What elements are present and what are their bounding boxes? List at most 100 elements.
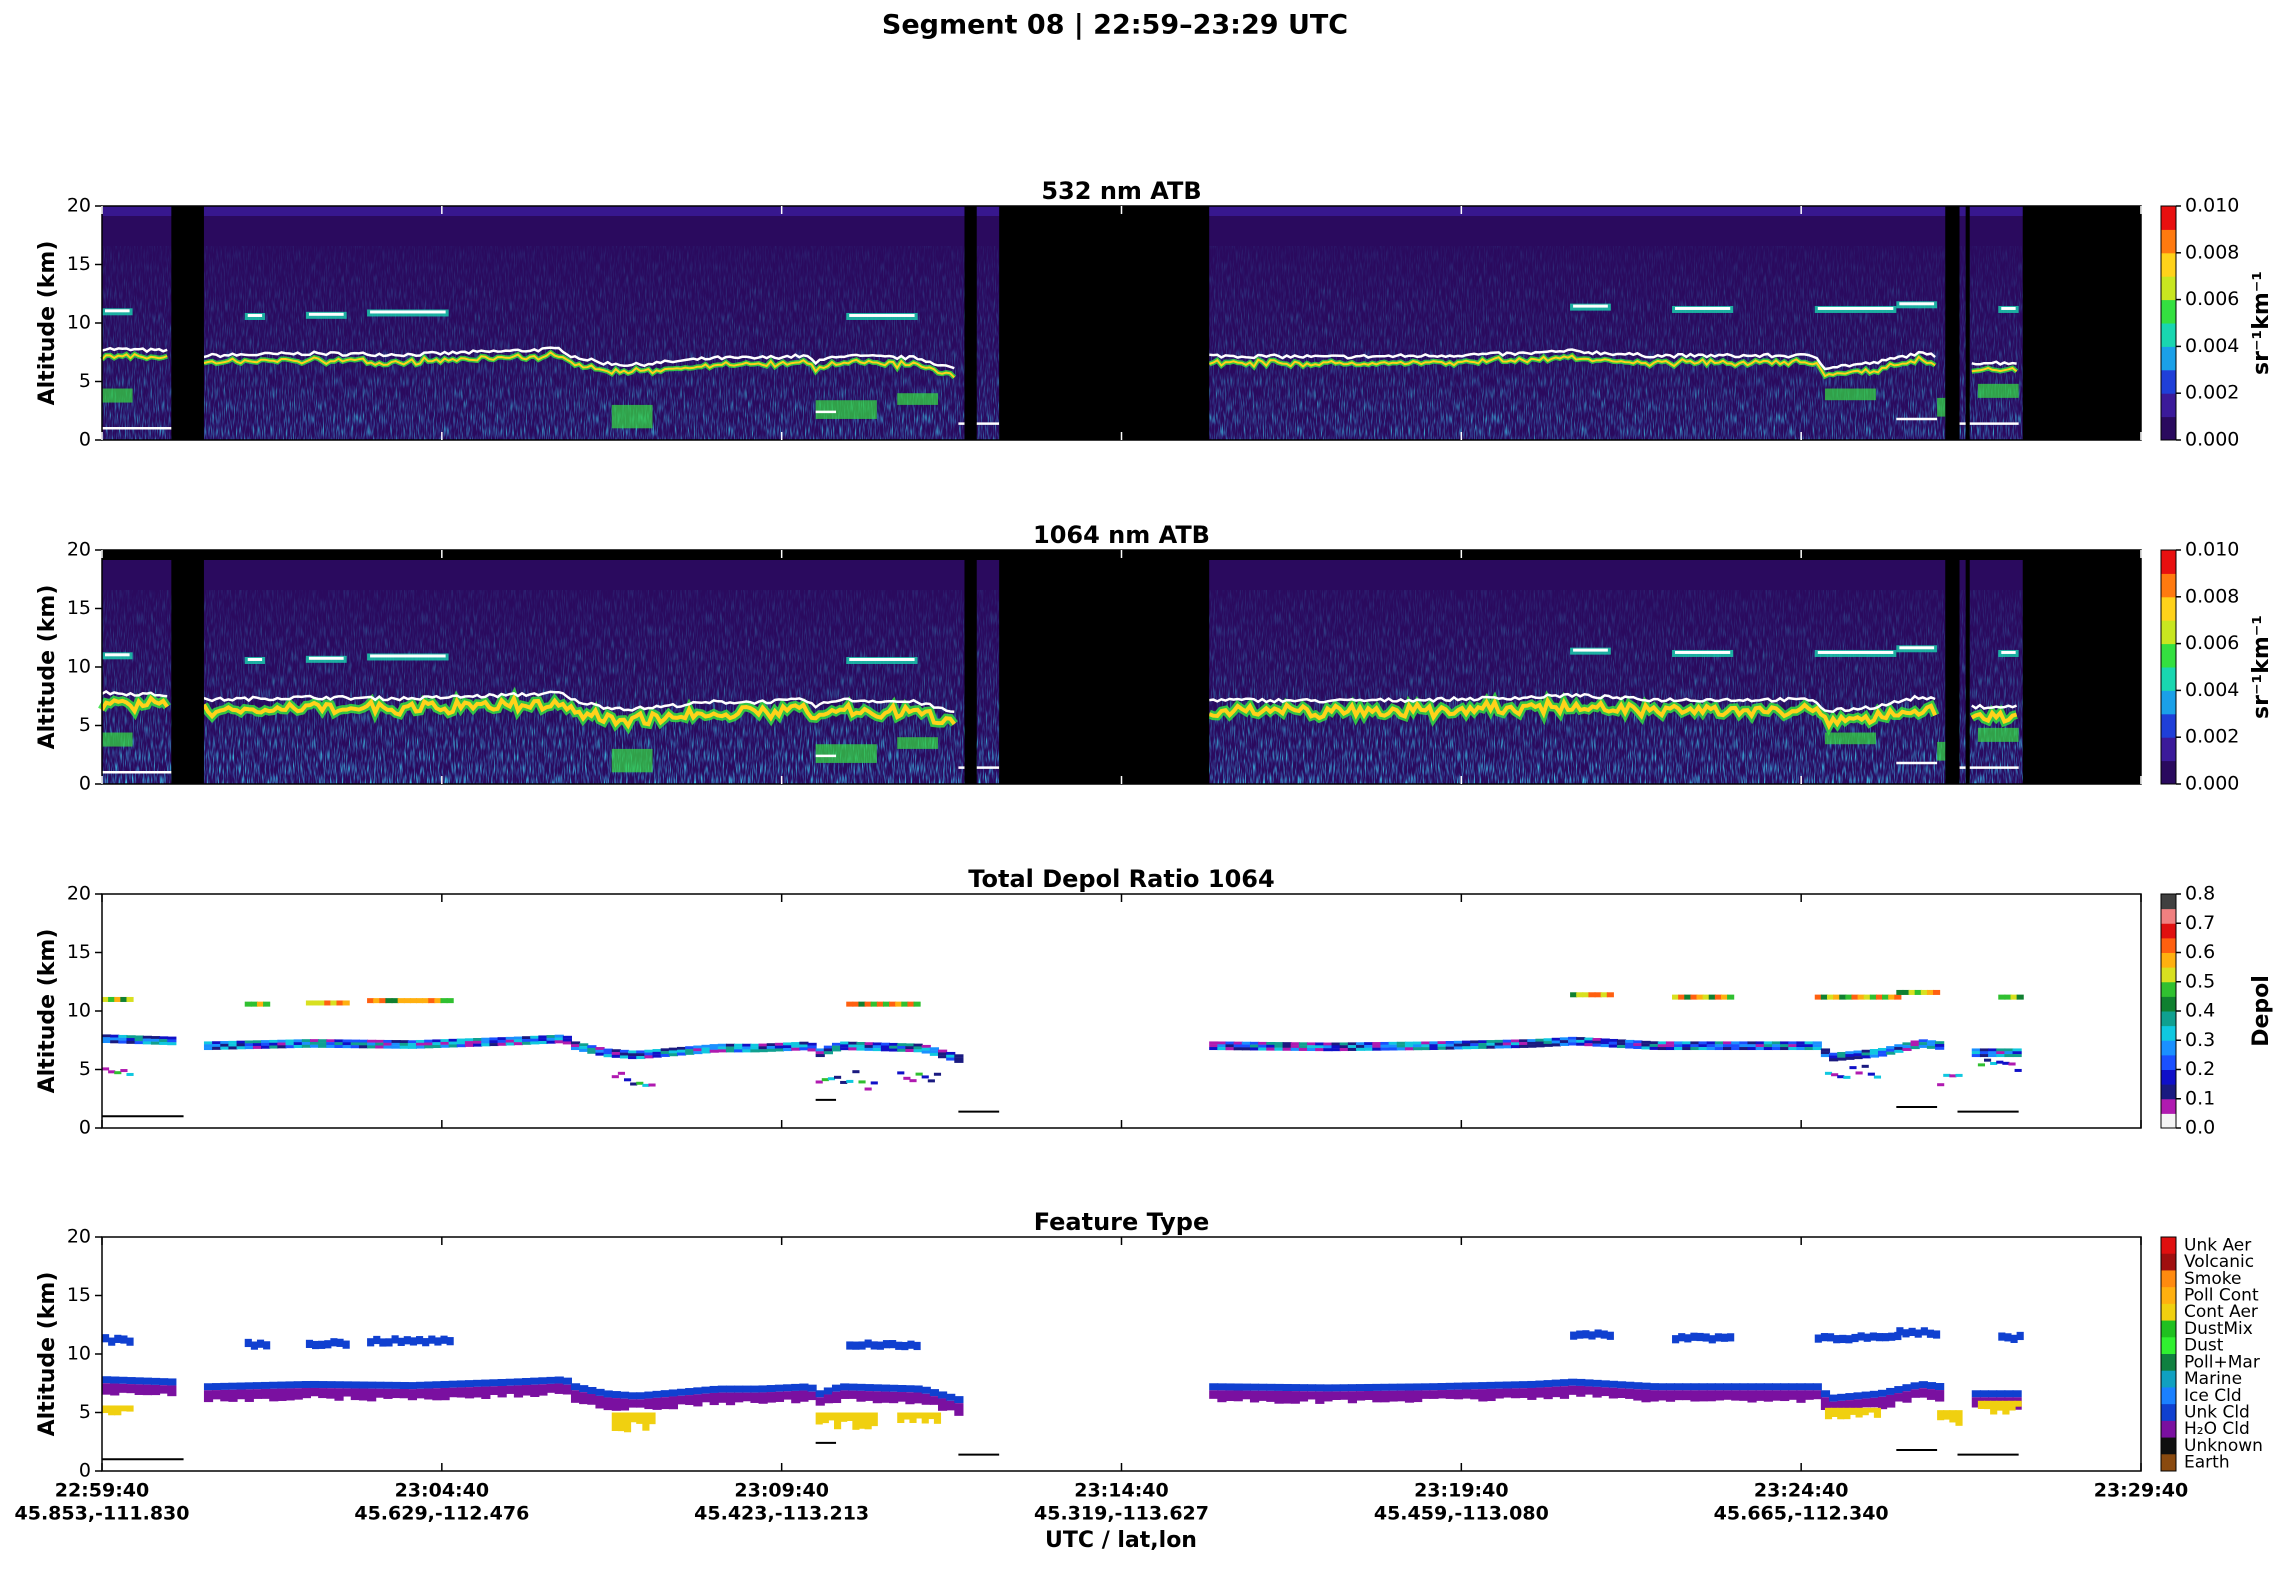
- feature-cell: [1869, 1397, 1879, 1408]
- feature-cell: [142, 1384, 152, 1396]
- feature-cell: [1347, 1384, 1358, 1392]
- depol-cell: [305, 1000, 314, 1006]
- depol-cell: [2004, 994, 2012, 1000]
- feature-cell: [114, 1334, 122, 1343]
- feature-cell: [220, 1389, 230, 1402]
- depol-cell: [424, 1039, 434, 1043]
- depol-cell: [1706, 1047, 1716, 1051]
- depol-cell: [126, 1038, 136, 1042]
- depol-cell: [603, 1051, 613, 1055]
- feature-cell: [312, 1340, 320, 1350]
- depol-cell: [742, 1043, 752, 1047]
- feature-cell: [1429, 1383, 1439, 1391]
- cloud-top: [203, 690, 955, 714]
- feature-cell: [1702, 1333, 1710, 1342]
- feature-cell: [1588, 1331, 1596, 1340]
- depol-cell: [1739, 1044, 1749, 1048]
- feature-cell: [717, 1385, 727, 1393]
- depol-cell: [766, 1046, 776, 1050]
- feature-cell: [546, 1376, 556, 1384]
- colorbar-swatch: [2161, 1420, 2176, 1439]
- feature-cell: [929, 1389, 940, 1397]
- feature-cell: [611, 1412, 619, 1431]
- depol-cell: [108, 1070, 116, 1074]
- feature-cell: [1339, 1384, 1349, 1392]
- cirrus-core: [105, 653, 130, 657]
- depol-cell: [750, 1043, 760, 1047]
- y-axis-label: Altitude (km): [35, 585, 60, 750]
- aerosol: [611, 748, 653, 773]
- depol-cell: [1568, 1039, 1578, 1043]
- depol-cell: [1996, 1060, 2004, 1064]
- depol-cell: [937, 1055, 948, 1059]
- depol-cell: [1971, 1051, 1981, 1055]
- feature-cell: [1698, 1390, 1708, 1402]
- feature-cell: [1955, 1410, 1963, 1426]
- depol-cell: [1588, 992, 1596, 998]
- feature-cell: [403, 1336, 411, 1345]
- depol-cell: [1771, 1041, 1782, 1045]
- cloud-top: [1209, 692, 1936, 714]
- feature-cell: [897, 1412, 905, 1424]
- feature-cell: [858, 1412, 866, 1429]
- colorbar-frame: [2160, 205, 2177, 441]
- depol-cell: [840, 1047, 850, 1051]
- feature-cell: [897, 1392, 907, 1402]
- feature-cell: [946, 1400, 956, 1411]
- legend-label: Poll+Mar: [2184, 1352, 2260, 1372]
- feature-cell: [1796, 1383, 1806, 1391]
- depol-cell: [1780, 1044, 1790, 1048]
- depol-cell: [1323, 1042, 1333, 1046]
- feature-cell: [937, 1398, 948, 1411]
- depol-cell: [513, 1042, 524, 1046]
- depol-cell: [350, 1045, 360, 1049]
- feature-cell: [407, 1382, 418, 1390]
- x-tick-sublabel: 45.423,-113.213: [694, 1503, 869, 1525]
- depol-cell: [1388, 1044, 1398, 1048]
- depol-cell: [1519, 1044, 1529, 1048]
- colorbar-swatch: [2161, 1084, 2176, 1100]
- depol-cell: [623, 1078, 632, 1082]
- feature-cell: [1527, 1380, 1537, 1388]
- feature-cell: [220, 1382, 230, 1390]
- feature-cell: [774, 1391, 785, 1402]
- depol-cell: [1820, 994, 1829, 1000]
- depol-cell: [1429, 1046, 1439, 1050]
- depol-cell: [1453, 1040, 1464, 1044]
- depol-cell: [693, 1051, 703, 1055]
- x-tick-label: 23:29:40: [2094, 1480, 2189, 1502]
- colorbar-swatch: [2161, 690, 2176, 715]
- feature-cell: [1233, 1390, 1243, 1402]
- depol-cell: [159, 1036, 169, 1040]
- depol-cell: [1282, 1044, 1292, 1048]
- depol-cell: [644, 1049, 654, 1053]
- feature-cell: [1339, 1391, 1349, 1400]
- depol-cell: [126, 1035, 136, 1039]
- depol-cell: [907, 1001, 915, 1007]
- depol-cell: [709, 1044, 719, 1048]
- depol-cell: [118, 1034, 128, 1038]
- depol-cell: [1979, 1051, 1990, 1055]
- feature-cell: [840, 1412, 848, 1422]
- feature-cell: [1584, 1379, 1594, 1387]
- depol-cell: [603, 1048, 613, 1052]
- depol-cell: [1861, 1055, 1871, 1059]
- feature-cell: [334, 1381, 344, 1389]
- depol-cell: [1971, 1054, 1981, 1058]
- depol-cell: [312, 1000, 320, 1006]
- depol-cell: [1674, 1041, 1684, 1045]
- depol-cell: [1739, 1041, 1749, 1045]
- depol-cell: [1462, 1046, 1472, 1050]
- depol-cell: [530, 1035, 540, 1039]
- legend-label: H₂O Cld: [2184, 1419, 2250, 1439]
- feature-cell: [1258, 1390, 1268, 1401]
- feature-cell: [1943, 1410, 1951, 1420]
- feature-cell: [1682, 1383, 1692, 1391]
- feature-cell: [1608, 1380, 1618, 1388]
- feature-cell: [1908, 1327, 1916, 1336]
- feature-cell: [693, 1387, 703, 1395]
- cirrus-core: [1817, 306, 1894, 310]
- feature-cell: [1258, 1383, 1268, 1391]
- depol-cell: [2014, 1068, 2022, 1072]
